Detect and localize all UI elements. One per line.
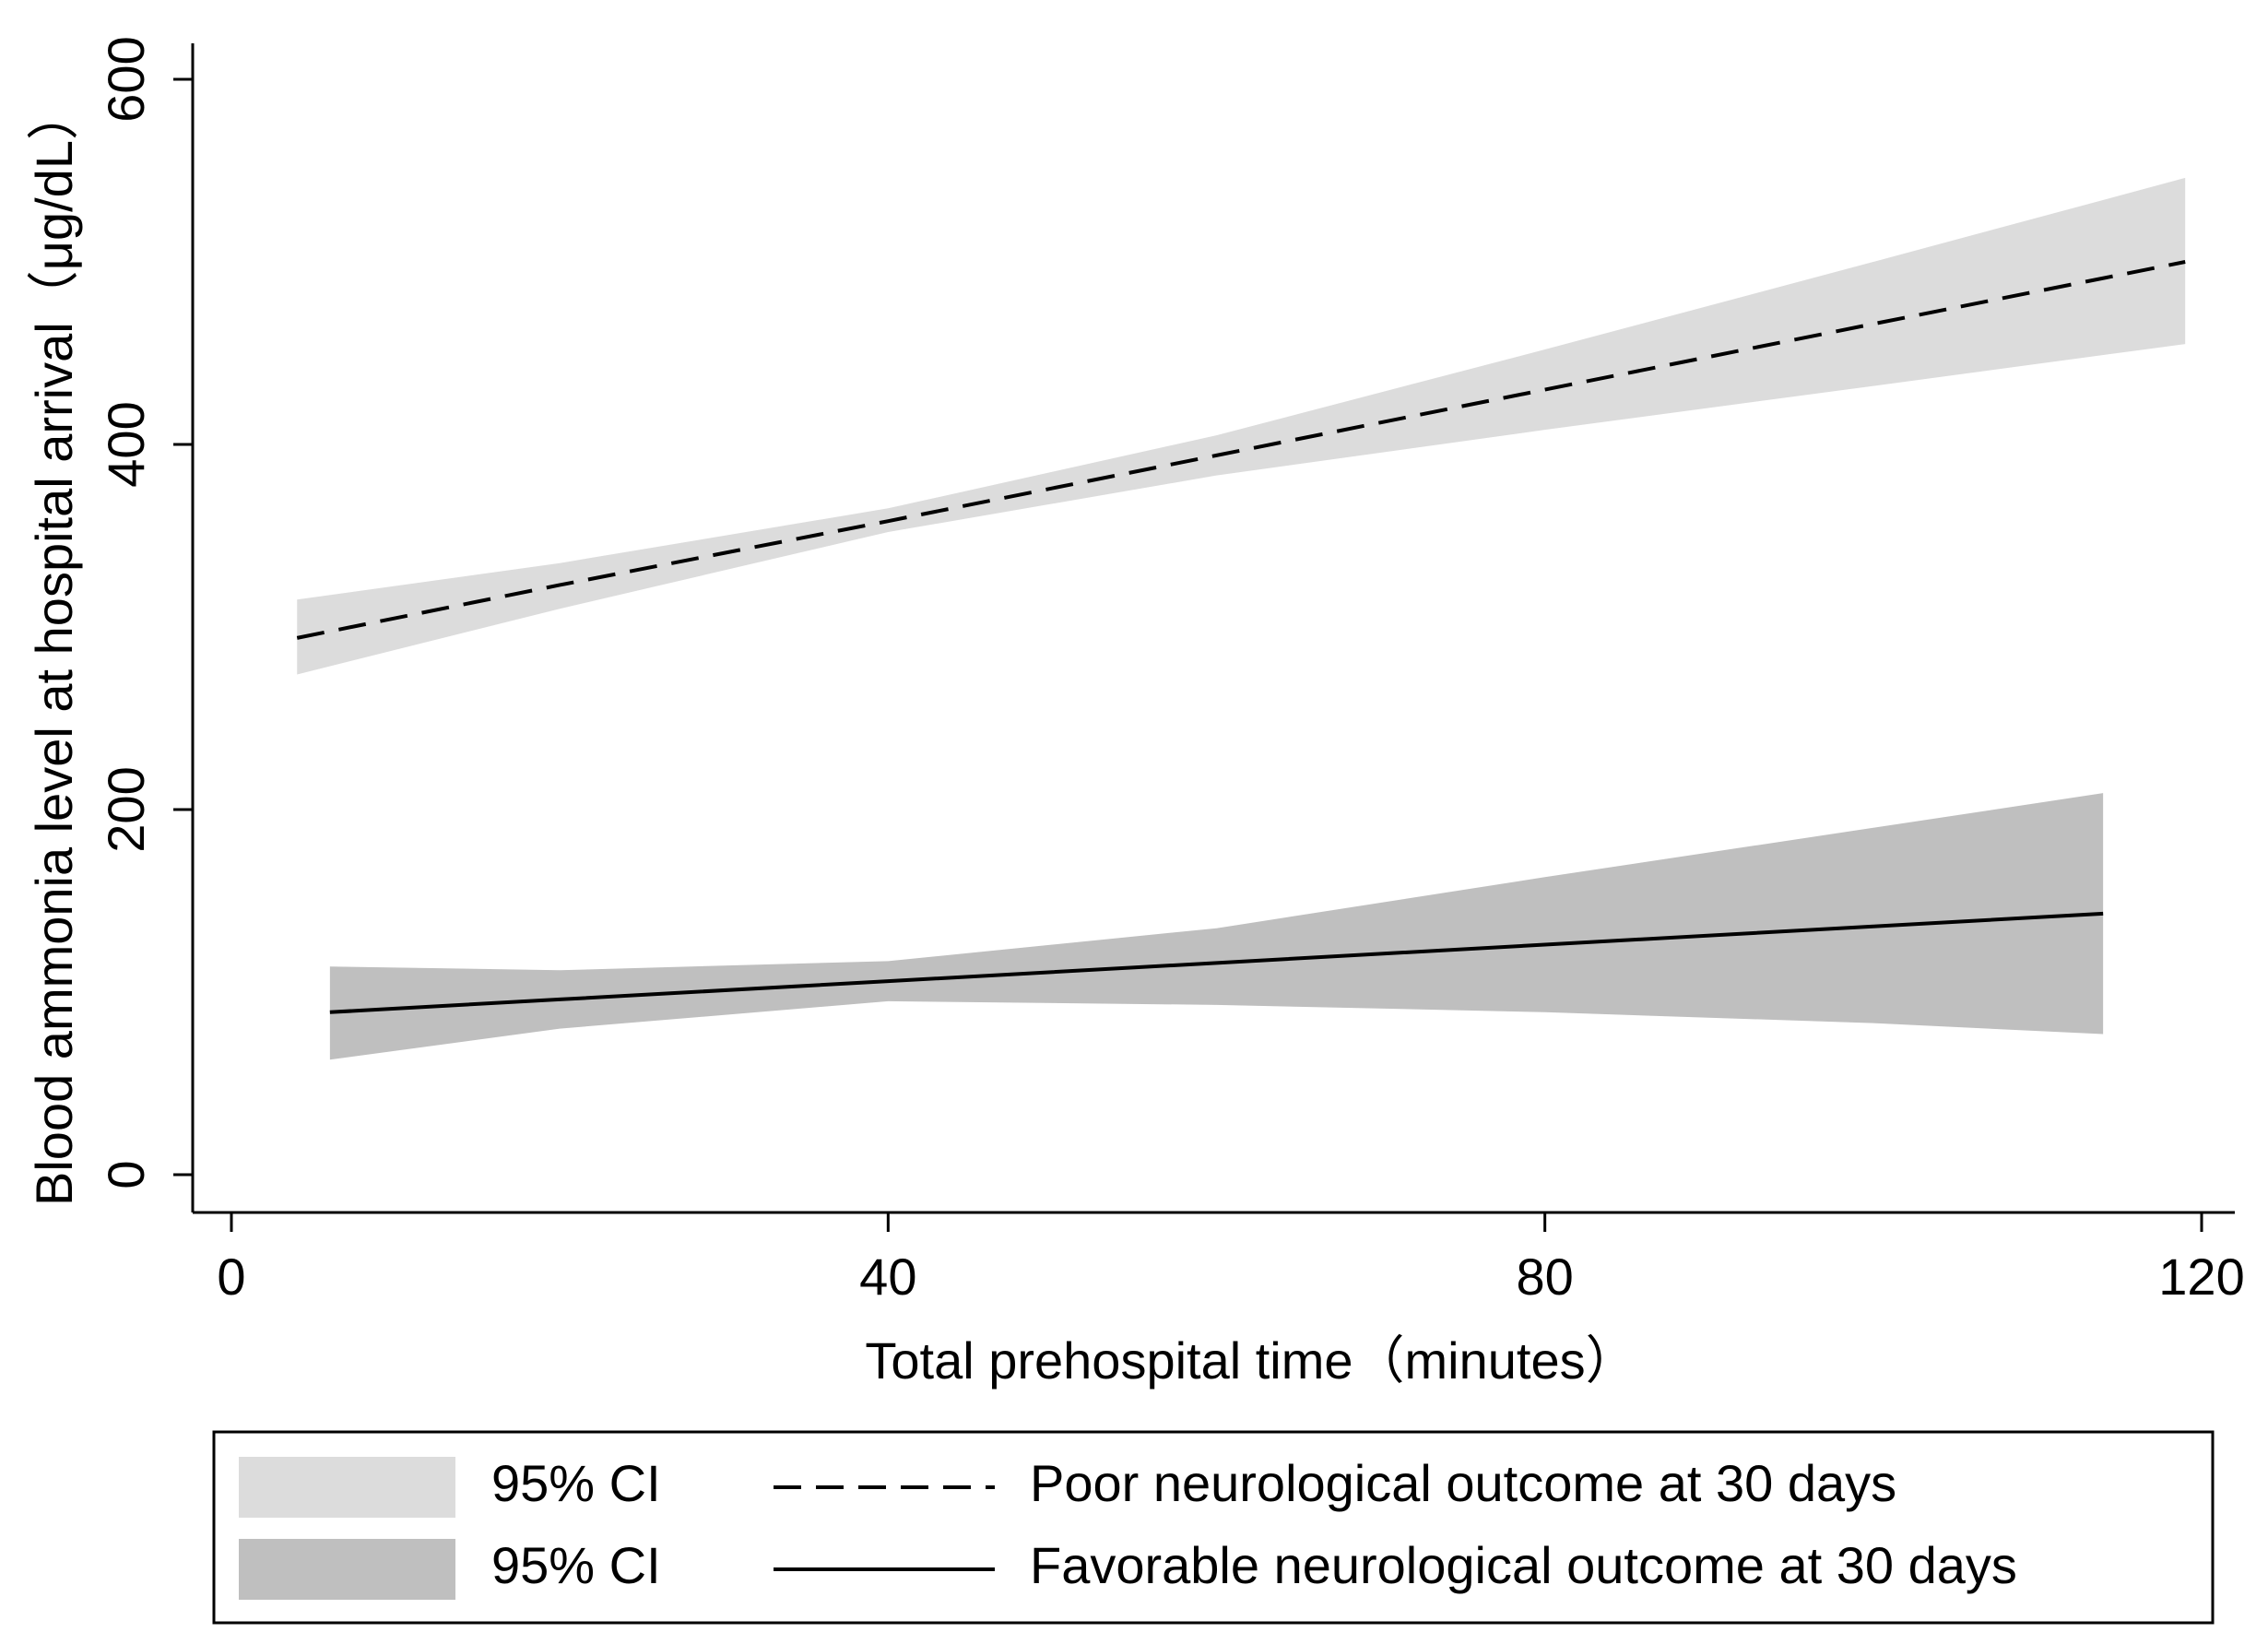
x-tick-label: 0 bbox=[217, 1248, 245, 1306]
y-tick-label: 200 bbox=[97, 766, 155, 852]
legend-label: Poor neurological outcome at 30 days bbox=[1030, 1454, 1896, 1512]
ci-band bbox=[297, 177, 2186, 675]
line bbox=[296, 260, 2186, 640]
y-tick-label: 0 bbox=[97, 1160, 155, 1189]
legend-label: 95% CI bbox=[491, 1536, 661, 1594]
legend-label: Favorable neurological outcome at 30 day… bbox=[1030, 1536, 2017, 1594]
x-tick-label: 80 bbox=[1517, 1248, 1574, 1306]
legend-swatch bbox=[239, 1457, 455, 1518]
y-axis-label: Blood ammonia level at hospital arrival（… bbox=[25, 89, 83, 1206]
x-axis-label: Total prehospital time（minutes） bbox=[865, 1331, 1636, 1390]
x-tick-label: 40 bbox=[859, 1248, 916, 1306]
legend-box bbox=[212, 1430, 2215, 1625]
legend-swatch bbox=[239, 1539, 455, 1600]
y-tick-label: 600 bbox=[97, 36, 155, 122]
ci-band bbox=[329, 793, 2104, 1060]
y-tick-label: 400 bbox=[97, 401, 155, 487]
line bbox=[329, 911, 2104, 1014]
x-tick-label: 120 bbox=[2158, 1248, 2244, 1306]
legend-label: 95% CI bbox=[491, 1454, 661, 1512]
